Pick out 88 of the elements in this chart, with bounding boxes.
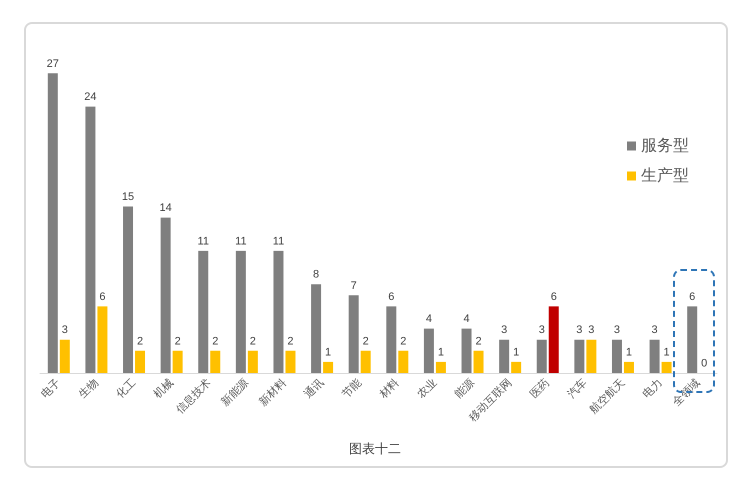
bar bbox=[135, 350, 146, 373]
bar bbox=[97, 306, 108, 373]
bar bbox=[360, 350, 371, 373]
bar bbox=[511, 362, 522, 373]
data-label: 11 bbox=[272, 235, 284, 248]
data-label: 3 bbox=[501, 324, 508, 336]
data-label: 3 bbox=[652, 324, 658, 336]
data-label: 4 bbox=[426, 313, 432, 326]
data-label: 11 bbox=[235, 235, 247, 248]
data-label: 1 bbox=[325, 346, 332, 358]
data-label: 3 bbox=[588, 324, 594, 336]
x-tick-label: 机械 bbox=[151, 376, 176, 401]
bar bbox=[436, 362, 446, 373]
data-label: 3 bbox=[576, 324, 582, 336]
bar bbox=[160, 218, 171, 373]
bar bbox=[172, 350, 183, 373]
data-label: 3 bbox=[538, 324, 545, 336]
data-label: 6 bbox=[388, 290, 394, 303]
data-label: 4 bbox=[463, 313, 470, 326]
bar bbox=[624, 362, 634, 373]
bar bbox=[424, 328, 434, 373]
legend-label: 服务型 bbox=[641, 138, 689, 154]
data-label: 2 bbox=[250, 335, 256, 348]
x-tick-label: 电力 bbox=[640, 376, 665, 401]
x-tick-label: 节能 bbox=[339, 376, 364, 401]
bar bbox=[548, 306, 559, 373]
x-tick-label: 通讯 bbox=[302, 376, 326, 401]
x-tick-label: 信息技术 bbox=[173, 376, 214, 416]
data-label: 6 bbox=[99, 290, 106, 303]
bar bbox=[650, 340, 660, 373]
bar bbox=[273, 250, 284, 373]
data-label: 2 bbox=[475, 335, 482, 348]
bar bbox=[662, 362, 672, 373]
data-label: 0 bbox=[701, 358, 708, 370]
data-label: 6 bbox=[550, 290, 557, 303]
x-tick-label: 生物 bbox=[76, 376, 101, 401]
data-label: 2 bbox=[136, 335, 144, 348]
bar bbox=[85, 106, 96, 373]
data-label: 11 bbox=[198, 235, 209, 248]
data-label: 2 bbox=[212, 335, 218, 348]
bar bbox=[586, 340, 596, 373]
x-tick-label: 医药 bbox=[527, 376, 552, 401]
data-label: 7 bbox=[350, 280, 357, 292]
x-tick-label: 电子 bbox=[38, 376, 64, 401]
x-tick-label: 农业 bbox=[414, 376, 440, 401]
data-label: 2 bbox=[362, 335, 369, 348]
data-label: 2 bbox=[174, 335, 181, 348]
bar bbox=[536, 340, 547, 373]
text: 图表十二 bbox=[349, 441, 401, 456]
data-label: 14 bbox=[160, 202, 172, 214]
bar bbox=[198, 250, 208, 373]
data-label: 24 bbox=[84, 91, 97, 104]
x-tick-label: 新能源 bbox=[218, 376, 252, 409]
bar bbox=[574, 340, 584, 373]
data-label: 15 bbox=[122, 191, 134, 203]
data-label: 8 bbox=[313, 268, 320, 281]
bar bbox=[398, 350, 408, 373]
bar bbox=[248, 350, 258, 373]
legend-label: 生产型 bbox=[641, 166, 689, 184]
data-label: 1 bbox=[513, 346, 520, 358]
data-label: 2 bbox=[287, 335, 294, 348]
data-label: 2 bbox=[400, 335, 406, 348]
bar bbox=[348, 295, 359, 373]
x-tick-label: 化工 bbox=[114, 376, 138, 401]
x-tick-label: 新材料 bbox=[256, 376, 289, 409]
x-tick-label: 能源 bbox=[452, 376, 477, 401]
bar bbox=[123, 206, 134, 373]
data-label: 1 bbox=[664, 346, 670, 358]
bar bbox=[236, 250, 246, 373]
bar bbox=[48, 73, 58, 373]
bar bbox=[60, 340, 70, 373]
bar bbox=[285, 350, 296, 373]
bar bbox=[499, 340, 510, 373]
bar bbox=[323, 362, 334, 373]
bar bbox=[687, 306, 698, 373]
bar bbox=[462, 328, 472, 373]
bar bbox=[210, 350, 220, 373]
data-label: 1 bbox=[438, 346, 444, 358]
bar bbox=[386, 306, 396, 373]
bar bbox=[612, 340, 622, 373]
bar bbox=[474, 350, 484, 373]
bar bbox=[311, 284, 322, 373]
data-label: 27 bbox=[46, 58, 59, 70]
data-label: 3 bbox=[62, 324, 68, 336]
x-tick-label: 材料 bbox=[376, 376, 402, 402]
data-label: 3 bbox=[614, 324, 620, 336]
data-label: 6 bbox=[689, 290, 696, 303]
data-label: 1 bbox=[626, 346, 632, 358]
